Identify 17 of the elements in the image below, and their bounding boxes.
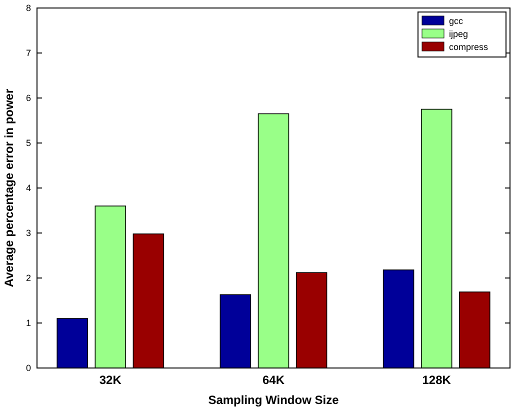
y-tick-label: 4 xyxy=(26,183,31,194)
y-tick-label: 2 xyxy=(26,273,31,284)
y-axis-title: Average percentage error in power xyxy=(2,88,16,288)
x-axis-title: Sampling Window Size xyxy=(208,393,340,407)
y-tick-label: 1 xyxy=(26,318,31,328)
legend-label: ijpeg xyxy=(449,29,468,40)
x-tick-label: 128K xyxy=(422,373,452,387)
y-tick-label: 0 xyxy=(26,363,31,374)
y-tick-label: 3 xyxy=(26,228,31,238)
y-tick-label: 6 xyxy=(26,93,31,104)
legend-label: gcc xyxy=(449,16,464,26)
x-tick-label: 32K xyxy=(99,373,122,387)
y-tick-label: 7 xyxy=(26,48,31,58)
y-tick-label: 5 xyxy=(26,138,31,148)
y-tick-label: 8 xyxy=(26,3,31,14)
x-tick-label: 64K xyxy=(262,373,285,387)
legend-label: compress xyxy=(449,42,489,52)
